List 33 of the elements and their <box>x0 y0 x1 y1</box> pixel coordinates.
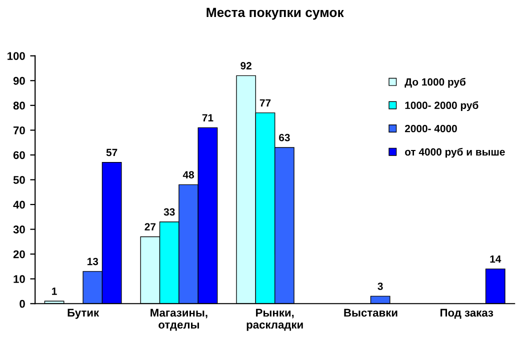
y-tick-label: 40 <box>13 200 25 209</box>
data-label: 63 <box>279 134 290 142</box>
y-tick-label: 50 <box>13 176 25 184</box>
y-tick-label: 100 <box>8 52 25 60</box>
y-tick-label: 80 <box>13 102 25 110</box>
x-tick-label: Магазины, отделы <box>150 308 208 331</box>
legend-label: от 4000 руб и выше <box>405 148 505 158</box>
data-label: 92 <box>240 62 252 70</box>
data-label: 1 <box>52 288 57 295</box>
data-label: 3 <box>378 282 383 290</box>
y-tick-label: 30 <box>13 226 25 234</box>
x-tick-label: Бутик <box>68 308 100 319</box>
legend-label: 1000- 2000 руб <box>405 101 478 112</box>
data-label: 48 <box>182 171 194 178</box>
data-label: 27 <box>144 223 156 230</box>
x-tick-label: Рынки, раскладки <box>246 308 303 331</box>
y-tick-label: 60 <box>13 151 25 160</box>
data-label: 71 <box>202 114 214 122</box>
data-label: 33 <box>164 208 175 216</box>
x-tick-label: Выставки <box>344 308 398 317</box>
data-label: 13 <box>88 258 98 266</box>
data-label: 57 <box>106 148 118 156</box>
y-tick-label: 10 <box>14 275 25 283</box>
y-tick-label: 0 <box>20 300 25 308</box>
y-tick-label: 90 <box>13 76 25 85</box>
x-tick-label: Под заказ <box>440 308 494 319</box>
legend-label: 2000- 4000 <box>404 124 457 132</box>
data-label: 77 <box>260 99 271 107</box>
y-tick-label: 20 <box>13 250 25 258</box>
chart-title: Места покупки сумок <box>206 8 344 20</box>
data-label: 14 <box>490 255 502 263</box>
legend-label: До 1000 руб <box>404 78 466 88</box>
y-tick-label: 70 <box>14 126 25 134</box>
